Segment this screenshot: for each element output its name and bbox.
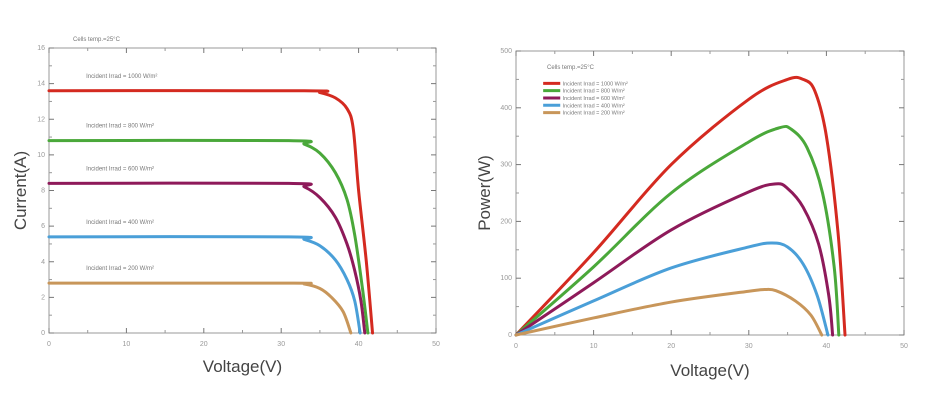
series-label: Incident Irrad = 400 W/m² [86, 220, 154, 226]
series-line-1 [514, 75, 847, 337]
legend-label: Incident Irrad = 800 W/m² [563, 89, 625, 95]
series-line-2 [514, 124, 841, 337]
series-line-5 [514, 287, 824, 337]
series-line-3 [47, 181, 367, 335]
y-tick-label: 300 [500, 162, 512, 169]
y-tick-label: 200 [500, 218, 512, 225]
y-tick-label: 100 [500, 275, 512, 282]
x-tick-label: 30 [745, 343, 753, 350]
x-tick-label: 0 [514, 343, 518, 350]
y-tick-label: 8 [41, 188, 45, 195]
chart-1: 0 10 20 30 40 50 0 2 4 6 8 10 12 14 16 Voltage(V) Curren… [11, 37, 440, 376]
x-tick-label: 10 [123, 341, 131, 348]
y-tick-label: 4 [41, 259, 45, 266]
series-label: Incident Irrad = 200 W/m² [86, 266, 154, 272]
series-line-4 [47, 235, 362, 335]
series-label: Incident Irrad = 1000 W/m² [86, 74, 157, 80]
series-line-5 [47, 281, 353, 335]
y-tick-label: 10 [37, 152, 45, 159]
x-tick-label: 40 [823, 343, 831, 350]
legend-label: Incident Irrad = 400 W/m² [563, 103, 625, 109]
x-tick-label: 30 [277, 341, 285, 348]
y-tick-label: 2 [41, 294, 45, 301]
x-tick-label: 50 [432, 341, 440, 348]
series-line-4 [514, 241, 830, 337]
legend-label: Incident Irrad = 200 W/m² [563, 111, 625, 117]
series-label: Incident Irrad = 600 W/m² [86, 166, 154, 172]
x-axis-label: Voltage(V) [670, 361, 749, 380]
series-line-3 [514, 182, 835, 337]
series-line-2 [47, 138, 370, 335]
y-axis-label: Current(A) [11, 151, 30, 230]
x-tick-label: 40 [355, 341, 363, 348]
y-tick-label: 12 [37, 116, 45, 123]
legend-label: Incident Irrad = 600 W/m² [563, 96, 625, 102]
y-tick-label: 500 [500, 48, 512, 55]
series-line-1 [47, 89, 375, 335]
y-tick-label: 0 [508, 332, 512, 339]
temperature-annotation: Cells temp.=25°C [547, 65, 595, 71]
series-label: Incident Irrad = 800 W/m² [86, 124, 154, 130]
y-tick-label: 0 [41, 330, 45, 337]
x-tick-label: 50 [900, 343, 908, 350]
y-tick-label: 400 [500, 105, 512, 112]
x-tick-label: 20 [667, 343, 675, 350]
x-tick-label: 10 [590, 343, 598, 350]
y-tick-label: 6 [41, 223, 45, 230]
y-tick-label: 16 [37, 45, 45, 52]
x-tick-label: 0 [47, 341, 51, 348]
x-axis-label: Voltage(V) [203, 357, 282, 376]
temperature-annotation: Cells temp.=25°C [73, 37, 121, 43]
legend-label: Incident Irrad = 1000 W/m² [563, 81, 628, 87]
chart-2: 0 10 20 30 40 500100200300400500Voltage(V)Pow… [475, 48, 908, 380]
x-tick-label: 20 [200, 341, 208, 348]
y-axis-label: Power(W) [475, 155, 494, 231]
y-tick-label: 14 [37, 81, 45, 88]
